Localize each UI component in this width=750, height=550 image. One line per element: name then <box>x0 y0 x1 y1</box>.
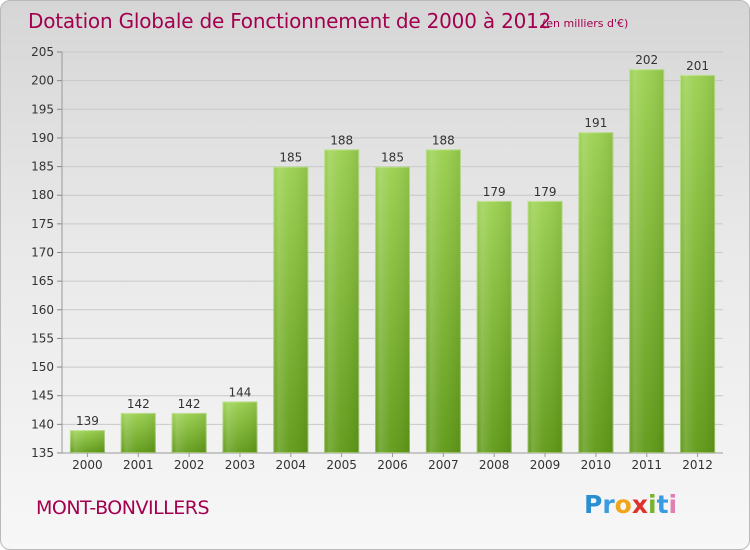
logo-letter: o <box>614 490 632 519</box>
bar-edge <box>629 69 665 454</box>
bar-value-label: 188 <box>432 133 455 147</box>
bar-shine <box>527 200 563 453</box>
bar <box>629 69 665 454</box>
bar-edge <box>425 149 461 453</box>
bar-edge <box>120 412 156 453</box>
x-tick-label: 2002 <box>174 458 205 472</box>
bar-value-label: 185 <box>381 151 404 165</box>
logo-letter: i <box>668 490 678 519</box>
bar-shine <box>425 149 461 453</box>
bar <box>476 200 512 453</box>
bar <box>273 166 309 454</box>
y-tick-label: 180 <box>31 188 54 202</box>
bar-shine <box>222 401 258 453</box>
y-tick-label: 200 <box>31 74 54 88</box>
x-tick-label: 2005 <box>326 458 357 472</box>
y-tick-label: 165 <box>31 274 54 288</box>
chart-unit: (en milliers d'€) <box>542 17 629 30</box>
bar <box>222 401 258 454</box>
bar-value-label: 202 <box>635 53 658 67</box>
bar-edge <box>375 166 410 453</box>
bar-shine <box>578 132 614 453</box>
bar-shine <box>273 166 309 454</box>
bar-value-label: 201 <box>686 59 709 73</box>
bar-value-label: 142 <box>127 397 150 411</box>
y-tick-label: 145 <box>31 389 54 403</box>
bar-edge <box>476 200 512 453</box>
y-tick-label: 190 <box>31 131 54 145</box>
bar-edge <box>324 149 360 453</box>
bar-value-label: 142 <box>178 397 201 411</box>
bar-value-label: 191 <box>584 116 607 130</box>
x-tick-label: 2004 <box>276 458 307 472</box>
logo-letter: i <box>648 490 657 519</box>
bar-value-label: 188 <box>330 133 353 147</box>
bar-edge <box>69 430 105 454</box>
bar-edge <box>222 401 258 454</box>
x-tick-label: 2008 <box>479 458 510 472</box>
bar-edge <box>171 412 207 453</box>
bar-value-label: 185 <box>279 151 302 165</box>
label-layer: 139 2000 142 2001 142 2002 144 2003 185 2004 188 20… <box>72 53 713 472</box>
bar-shine <box>120 412 156 453</box>
x-tick-label: 2009 <box>530 458 561 472</box>
bar-layer <box>69 69 716 454</box>
bar-shine <box>324 149 360 453</box>
x-tick-label: 2001 <box>123 458 154 472</box>
x-tick-label: 2000 <box>72 458 103 472</box>
x-tick-label: 2010 <box>581 458 612 472</box>
y-tick-label: 185 <box>31 160 54 174</box>
bar-edge <box>680 74 716 454</box>
y-tick-label: 155 <box>31 331 54 345</box>
logo-letter: P <box>584 490 603 519</box>
bar-edge <box>527 200 563 453</box>
bar-shine <box>629 69 665 453</box>
bar <box>171 412 207 453</box>
y-tick-label: 160 <box>31 303 54 317</box>
bar-shine <box>476 200 512 453</box>
y-tick-label: 195 <box>31 102 54 116</box>
y-tick-label: 170 <box>31 246 54 260</box>
bar-value-label: 179 <box>534 185 557 199</box>
y-tick-label: 175 <box>31 217 54 231</box>
bar <box>120 412 156 453</box>
commune-name: MONT-BONVILLERS <box>36 497 210 519</box>
y-tick-label: 135 <box>31 446 54 460</box>
y-tick-label: 205 <box>31 45 54 59</box>
logo-letter: t <box>656 490 669 519</box>
bar <box>324 149 360 453</box>
logo-letter: x <box>631 490 648 519</box>
bar-shine <box>171 412 207 453</box>
bar-shine <box>69 430 105 453</box>
logo-letter: r <box>602 490 615 519</box>
bar <box>527 200 563 453</box>
bar-value-label: 139 <box>76 414 99 428</box>
bar-shine <box>680 74 716 454</box>
bar-value-label: 144 <box>229 385 252 399</box>
x-tick-label: 2011 <box>631 458 662 472</box>
bar-edge <box>273 166 309 453</box>
bar <box>425 149 461 453</box>
chart-title: Dotation Globale de Fonctionnement de 20… <box>28 9 552 33</box>
x-tick-label: 2003 <box>225 458 256 472</box>
x-tick-label: 2007 <box>428 458 459 472</box>
x-tick-label: 2006 <box>377 458 408 472</box>
bar-shine <box>375 166 410 454</box>
bar-value-label: 179 <box>483 185 506 199</box>
y-tick-label: 150 <box>31 360 54 374</box>
bar <box>680 74 716 454</box>
y-tick-label: 140 <box>31 417 54 431</box>
bar-edge <box>578 132 614 453</box>
proxiti-logo: Proxiti <box>584 490 677 519</box>
bar <box>578 132 614 453</box>
bar <box>375 166 410 454</box>
bar <box>69 430 105 454</box>
x-tick-label: 2012 <box>682 458 713 472</box>
